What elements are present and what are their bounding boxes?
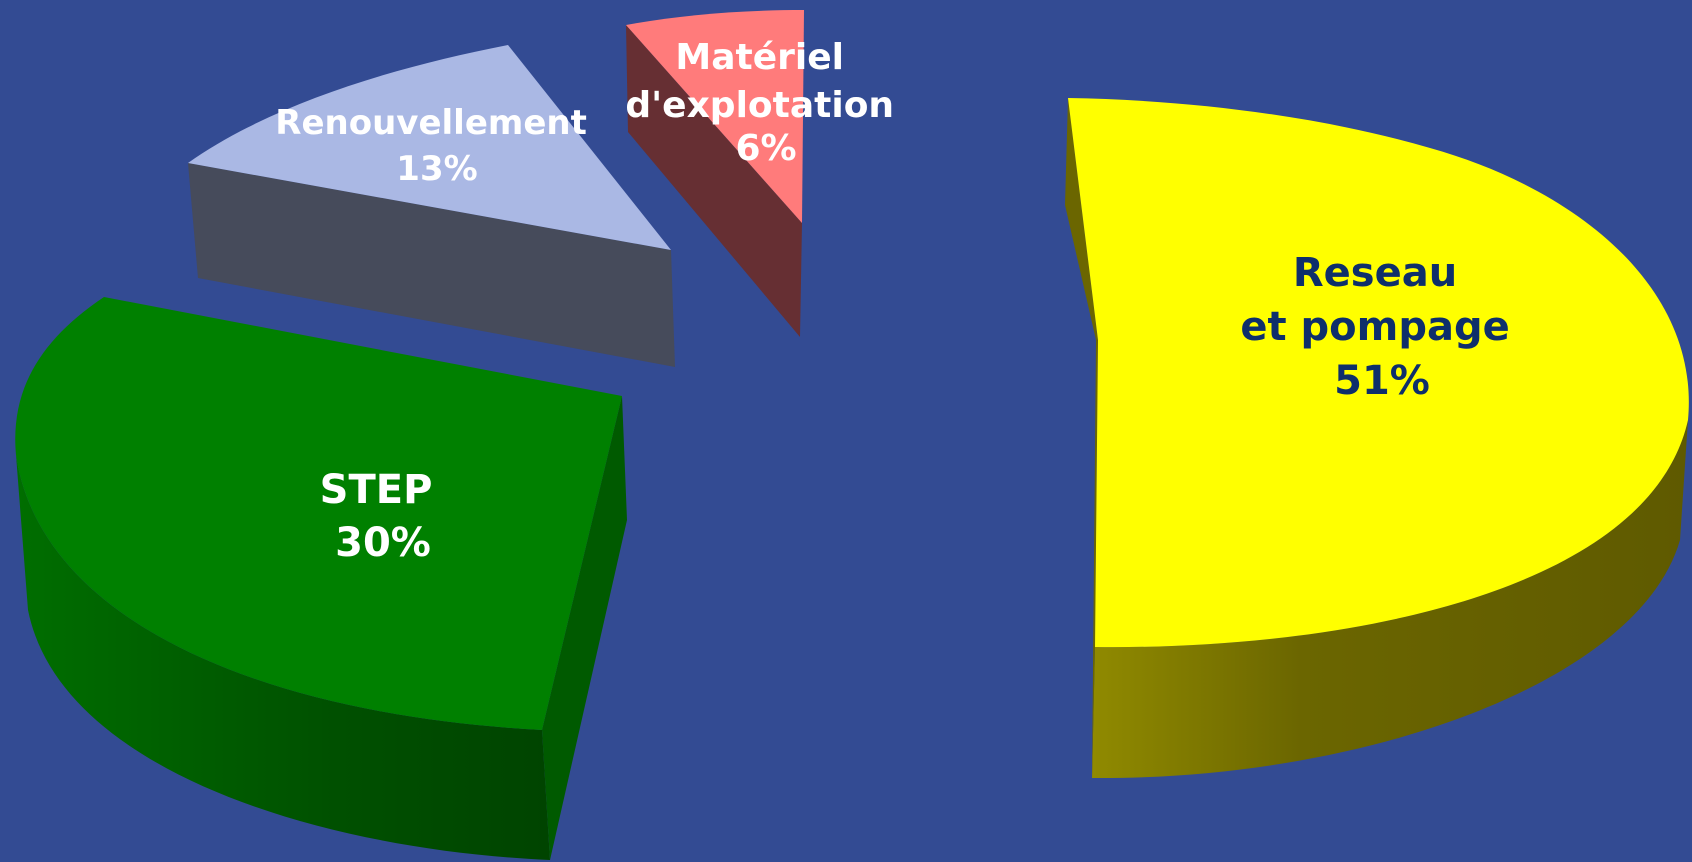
slice-step-top bbox=[15, 297, 622, 730]
slice-step-label-line-1: STEP bbox=[320, 467, 433, 513]
slice-renouvellement-top bbox=[188, 45, 671, 250]
slice-materiel-explotation: Matériel d'explotation 6% bbox=[625, 10, 906, 337]
slice-renouvellement-label: Renouvellement 13% bbox=[275, 103, 598, 189]
slice-reseau-top bbox=[1068, 98, 1689, 648]
slice-materiel-label: Matériel d'explotation 6% bbox=[625, 37, 906, 169]
slice-step-side bbox=[16, 455, 550, 860]
slice-step-cut-face bbox=[542, 396, 627, 860]
slice-reseau-label: Reseau et pompage 51% bbox=[1240, 250, 1523, 404]
slice-renouvellement-value-label: 13% bbox=[396, 149, 477, 189]
slice-step: STEP 30% bbox=[15, 297, 627, 860]
slice-renouvellement-side bbox=[188, 163, 675, 367]
slice-reseau-label-line-1: Reseau bbox=[1293, 250, 1457, 296]
slice-materiel-label-line-1: Matériel bbox=[675, 37, 844, 78]
slice-materiel-value-label: 6% bbox=[735, 128, 796, 169]
slice-renouvellement-label-line-1: Renouvellement bbox=[275, 103, 587, 143]
slice-reseau-et-pompage: Reseau et pompage 51% bbox=[1065, 98, 1689, 779]
slice-reseau-side bbox=[1092, 420, 1688, 779]
slice-step-value-label: 30% bbox=[335, 520, 431, 566]
slice-materiel-top bbox=[626, 10, 804, 223]
slice-reseau-cut-face bbox=[1065, 98, 1098, 778]
slice-renouvellement: Renouvellement 13% bbox=[188, 45, 675, 367]
slice-materiel-side bbox=[626, 25, 802, 337]
slice-materiel-label-line-2: d'explotation bbox=[625, 85, 894, 126]
slice-step-label: STEP 30% bbox=[320, 467, 447, 566]
slice-reseau-label-line-2: et pompage bbox=[1240, 304, 1509, 350]
slice-reseau-value-label: 51% bbox=[1334, 358, 1430, 404]
